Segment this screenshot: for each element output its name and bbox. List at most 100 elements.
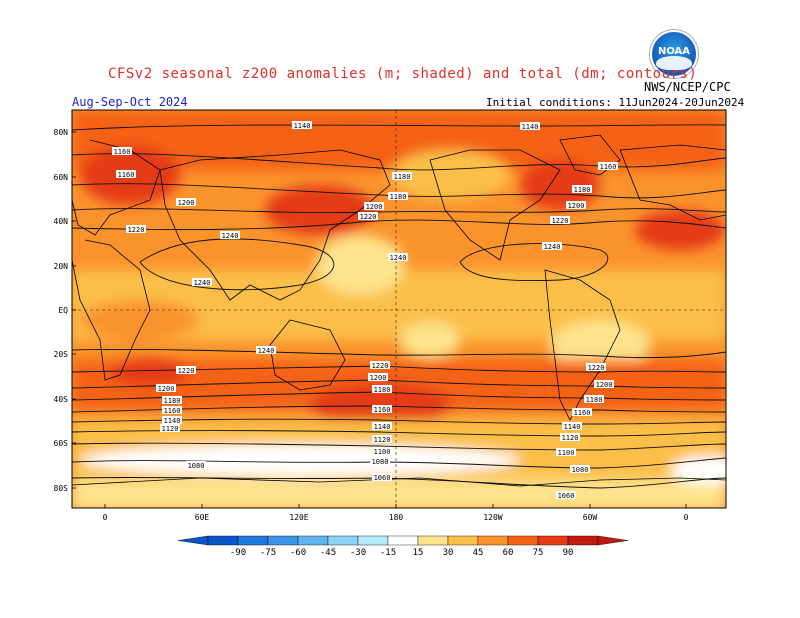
contour-label: 1180 xyxy=(162,396,182,405)
lon-label: 120W xyxy=(483,513,502,522)
contour-label: 1220 xyxy=(370,361,390,370)
shade-indian-ocean xyxy=(80,300,200,340)
contour-label-text: 1140 xyxy=(564,423,581,431)
contour-label-text: 1160 xyxy=(114,148,131,156)
lat-label: 60N xyxy=(54,173,69,182)
lat-label: 20S xyxy=(54,350,69,359)
contour-label-bg xyxy=(176,366,196,374)
contour-label-text: 1140 xyxy=(164,417,181,425)
contour-label-text: 1140 xyxy=(374,423,391,431)
contour-label-text: 1220 xyxy=(360,213,377,221)
contour-1200-s xyxy=(72,379,726,389)
contour-label-bg xyxy=(368,373,388,381)
contour-1160-n xyxy=(72,153,726,171)
contour-label: 1220 xyxy=(586,363,606,372)
contour-label-text: 1180 xyxy=(374,386,391,394)
lat-label: 80S xyxy=(54,484,69,493)
contour-label-bg xyxy=(162,416,182,424)
lon-label: 60E xyxy=(195,513,210,522)
contour-label: 1180 xyxy=(388,192,408,201)
contour-label-text: 1100 xyxy=(558,449,575,457)
contour-label: 1240 xyxy=(256,346,276,355)
colorbar-label: -45 xyxy=(320,548,336,558)
contour-label-text: 1160 xyxy=(574,409,591,417)
colorbar-label: 45 xyxy=(473,548,484,558)
contour-label-text: 1240 xyxy=(194,279,211,287)
colorbar-segment xyxy=(417,535,449,546)
contour-label-bg xyxy=(162,406,182,414)
shade-south-indian xyxy=(110,358,190,386)
contour-label: 1140 xyxy=(292,121,312,130)
contour-label: 1160 xyxy=(162,406,182,415)
coast-europe-africa-n xyxy=(72,139,161,236)
colorbar-segment xyxy=(357,535,389,546)
contour-label-bg xyxy=(162,396,182,404)
contour-label: 1080 xyxy=(370,457,390,466)
contour-label-text: 1200 xyxy=(596,381,613,389)
lat-label: 60S xyxy=(54,439,69,448)
contour-label-bg xyxy=(392,172,412,180)
contour-label-bg xyxy=(372,473,392,481)
lat-label: EQ xyxy=(58,306,68,315)
contour-label-text: 1200 xyxy=(370,374,387,382)
contour-label-text: 1060 xyxy=(558,492,575,500)
contour-label-bg xyxy=(594,380,614,388)
contour-label: 1140 xyxy=(372,422,392,431)
colorbar-label: -90 xyxy=(230,548,246,558)
contour-label-bg xyxy=(572,185,592,193)
shade-antarctic xyxy=(72,480,726,508)
colorbar-segment xyxy=(387,535,419,546)
contour-label: 1180 xyxy=(392,172,412,181)
colorbar-label: -30 xyxy=(350,548,366,558)
contour-label-bg xyxy=(358,212,378,220)
contour-1120-s xyxy=(72,430,726,437)
contour-1140-n xyxy=(72,124,726,131)
shade-white-band-right xyxy=(670,456,726,484)
contour-label: 1240 xyxy=(388,253,408,262)
contour-1180-s xyxy=(72,391,726,401)
colorbar-label: -75 xyxy=(260,548,276,558)
contour-label: 1080 xyxy=(570,465,590,474)
colorbar-label: -15 xyxy=(380,548,396,558)
lon-label: 60W xyxy=(583,513,598,522)
colorbar-label: 75 xyxy=(533,548,544,558)
lon-label: 0 xyxy=(684,513,689,522)
contour-label-text: 1080 xyxy=(572,466,589,474)
contour-label-text: 1240 xyxy=(258,347,275,355)
contour-1240-asia-high xyxy=(139,238,335,291)
contour-label-bg xyxy=(570,465,590,473)
contour-label-text: 1180 xyxy=(394,173,411,181)
noaa-logo-text: NOAA xyxy=(657,46,691,57)
forecast-period: Aug-Sep-Oct 2024 xyxy=(72,95,188,109)
colorbar-segment xyxy=(327,535,359,546)
contour-label-bg xyxy=(292,121,312,129)
contour-label-bg xyxy=(370,457,390,465)
contour-label: 1220 xyxy=(176,366,196,375)
contour-label-bg xyxy=(186,461,206,469)
contour-label-bg xyxy=(220,231,240,239)
contour-label-bg xyxy=(586,363,606,371)
contour-label: 1200 xyxy=(364,202,384,211)
colorbar: -90 -75 -60 -45 -30 -15 15 30 45 60 75 90 xyxy=(177,535,629,558)
contour-label: 1240 xyxy=(542,242,562,251)
contour-label: 1160 xyxy=(112,147,132,156)
contour-label-bg xyxy=(550,216,570,224)
contour-label-text: 1160 xyxy=(118,171,135,179)
contour-label-bg xyxy=(372,435,392,443)
contour-label: 1140 xyxy=(162,416,182,425)
contour-label-bg xyxy=(372,422,392,430)
contour-label-bg xyxy=(562,422,582,430)
contour-label-bg xyxy=(572,408,592,416)
contour-label-bg xyxy=(556,491,576,499)
contour-label-bg xyxy=(372,405,392,413)
contour-label-text: 1180 xyxy=(574,186,591,194)
contour-label-bg xyxy=(598,162,618,170)
contour-label-text: 1180 xyxy=(164,397,181,405)
contour-label-bg xyxy=(388,253,408,261)
contour-label-bg xyxy=(116,170,136,178)
shade-europe xyxy=(635,210,725,250)
colorbar-label: 90 xyxy=(563,548,574,558)
contour-label-text: 1160 xyxy=(164,407,181,415)
contour-label-bg xyxy=(156,384,176,392)
map-frame xyxy=(71,109,727,509)
